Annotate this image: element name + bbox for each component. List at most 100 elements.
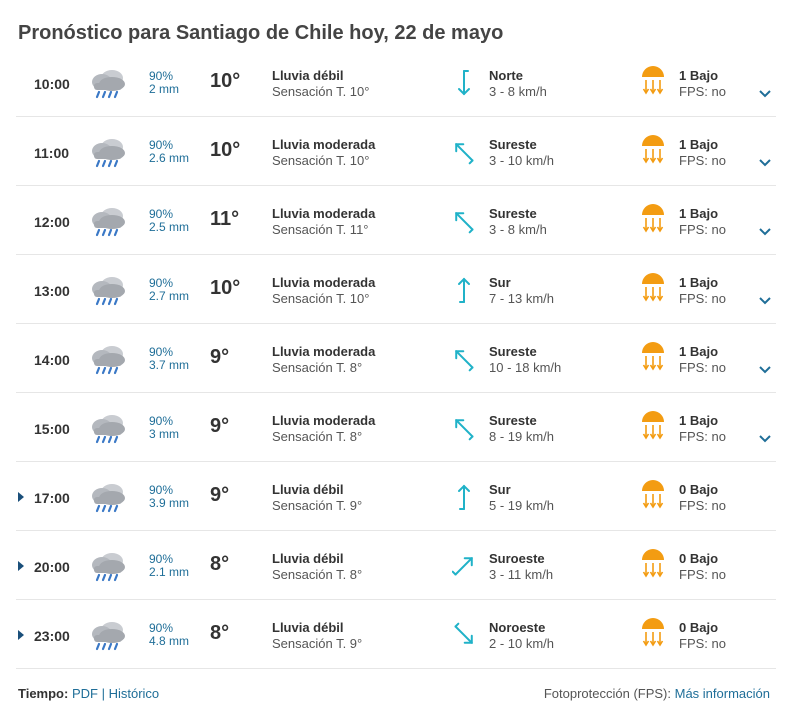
fps-value: FPS: no [679,360,726,375]
rain-amount: 2.5 mm [149,220,190,234]
feels-like: Sensación T. 10° [272,291,370,306]
uv-index: 0 Bajo [679,551,719,566]
condition-text: Lluvia débil [272,551,344,566]
uv-index: 1 Bajo [679,413,719,428]
forecast-row[interactable]: 10:00 90% 2 mm 10° Lluvia débil Sensación T. … [16,48,776,117]
expand-caret-icon[interactable] [18,630,24,640]
feels-like: Sensación T. 10° [272,153,370,168]
wind-arrow-northwest-icon [452,413,476,443]
wind-arrow-southeast-icon [452,620,476,650]
rain-amount: 2 mm [149,82,179,96]
rain-probability: 90% [149,69,174,83]
temperature: 10° [210,139,241,161]
rain-cloud-icon [88,135,128,171]
wind-speed: 5 - 19 km/h [489,498,555,513]
historico-link[interactable]: Histórico [108,686,160,701]
uv-sun-icon [640,204,666,236]
page-title: Pronóstico para Santiago de Chile hoy, 2… [18,22,504,44]
forecast-row[interactable]: 17:00 90% 3.9 mm 9° Lluvia débil Sensación T.… [16,462,776,531]
expand-caret-icon[interactable] [18,492,24,502]
rain-probability: 90% [149,414,174,428]
uv-sun-icon [640,411,666,443]
rain-cloud-icon [88,480,128,516]
wind-direction: Sureste [489,137,537,152]
tiempo-label: Tiempo: [18,686,69,701]
chevron-down-icon[interactable] [758,293,772,305]
fps-value: FPS: no [679,222,726,237]
expand-caret-icon[interactable] [18,561,24,571]
more-info-link[interactable]: Más información [674,686,770,701]
chevron-down-icon[interactable] [758,362,772,374]
pdf-link[interactable]: PDF [71,686,98,701]
forecast-row[interactable]: 15:00 90% 3 mm 9° Lluvia moderada Sensación T… [16,393,776,462]
fps-value: FPS: no [679,567,726,582]
uv-sun-icon [640,549,666,581]
uv-sun-icon [640,480,666,512]
rain-amount: 2.1 mm [149,565,190,579]
hour-time: 17:00 [34,490,70,506]
hour-time: 15:00 [34,421,70,437]
wind-speed: 3 - 11 km/h [489,567,554,582]
wind-arrow-up-icon [452,482,476,512]
forecast-row[interactable]: 14:00 90% 3.7 mm 9° Lluvia moderada Sensación… [16,324,776,393]
rain-probability: 90% [149,483,174,497]
chevron-down-icon[interactable] [758,431,772,443]
wind-direction: Sur [489,482,511,497]
uv-index: 1 Bajo [679,206,719,221]
wind-direction: Sureste [489,206,537,221]
temperature: 8° [210,553,230,575]
temperature: 9° [210,346,230,368]
rain-amount: 2.7 mm [149,289,190,303]
feels-like: Sensación T. 10° [272,84,370,99]
condition-text: Lluvia moderada [272,206,376,221]
uv-sun-icon [640,66,666,98]
forecast-row[interactable]: 12:00 90% 2.5 mm 11° Lluvia moderada Sensació… [16,186,776,255]
forecast-row[interactable]: 13:00 90% 2.7 mm 10° Lluvia moderada Sensació… [16,255,776,324]
wind-arrow-northeast-icon [451,551,476,581]
condition-text: Lluvia moderada [272,137,376,152]
rain-amount: 3 mm [149,427,179,441]
feels-like: Sensación T. 8° [272,429,363,444]
condition-text: Lluvia moderada [272,413,376,428]
uv-sun-icon [640,618,666,650]
rain-amount: 3.9 mm [149,496,190,510]
rain-amount: 4.8 mm [149,634,190,648]
uv-sun-icon [640,342,666,374]
hour-time: 13:00 [34,283,70,299]
wind-direction: Sureste [489,344,537,359]
feels-like: Sensación T. 11° [272,222,369,237]
wind-speed: 3 - 10 km/h [489,153,555,168]
chevron-down-icon[interactable] [758,86,772,98]
rain-cloud-icon [88,273,128,309]
chevron-down-icon[interactable] [758,224,772,236]
uv-index: 1 Bajo [679,275,719,290]
fps-value: FPS: no [679,153,726,168]
uv-index: 0 Bajo [679,620,719,635]
hour-time: 23:00 [34,628,70,644]
uv-index: 0 Bajo [679,482,719,497]
wind-speed: 3 - 8 km/h [489,222,547,237]
condition-text: Lluvia débil [272,68,344,83]
hour-time: 10:00 [34,76,70,92]
rain-probability: 90% [149,345,174,359]
chevron-down-icon[interactable] [758,155,772,167]
hour-time: 20:00 [34,559,70,575]
forecast-row[interactable]: 11:00 90% 2.6 mm 10° Lluvia moderada Sensació… [16,117,776,186]
hour-time: 14:00 [34,352,70,368]
forecast-row[interactable]: 20:00 90% 2.1 mm 8° Lluvia débil Sensación T.… [16,531,776,600]
wind-direction: Norte [489,68,523,83]
wind-speed: 10 - 18 km/h [489,360,562,375]
temperature: 8° [210,622,230,644]
temperature: 10° [210,70,241,92]
wind-direction: Sureste [489,413,537,428]
forecast-row[interactable]: 23:00 90% 4.8 mm 8° Lluvia débil Sensación T.… [16,600,776,669]
rain-probability: 90% [149,276,174,290]
temperature: 10° [210,277,241,299]
temperature: 9° [210,415,230,437]
rain-probability: 90% [149,552,174,566]
wind-direction: Sur [489,275,511,290]
uv-sun-icon [640,273,666,305]
fps-label: Fotoprotección (FPS): [543,686,671,701]
rain-amount: 2.6 mm [149,151,190,165]
